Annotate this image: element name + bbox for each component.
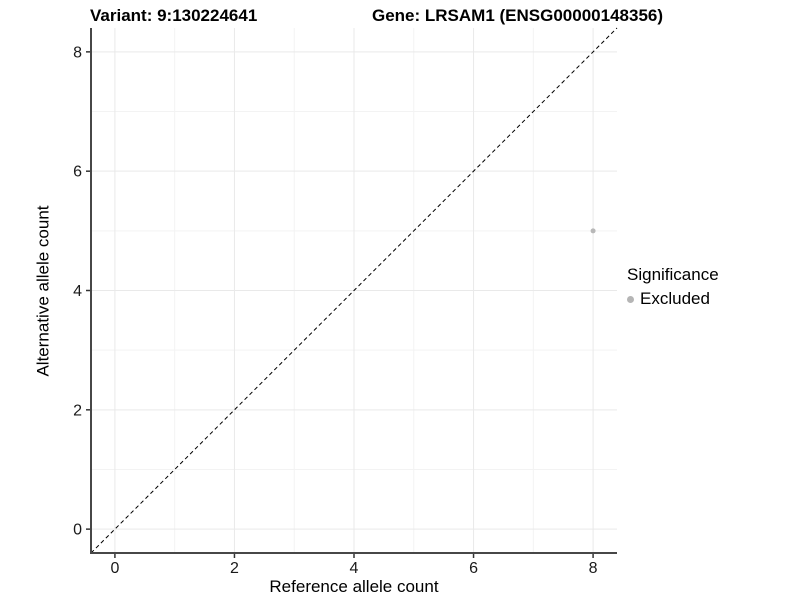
plot-title-gene: Gene: LRSAM1 (ENSG00000148356) [372, 6, 664, 25]
legend-key-dot-icon [627, 295, 634, 303]
x-tick-label: 0 [110, 560, 119, 577]
y-tick-label: 4 [73, 283, 82, 300]
legend-item: Excluded [627, 289, 719, 309]
x-axis-title: Reference allele count [269, 577, 439, 596]
legend: Significance Excluded [627, 265, 719, 309]
plot-title-variant: Variant: 9:130224641 [90, 6, 258, 25]
y-tick-label: 2 [73, 402, 82, 419]
legend-item-label: Excluded [640, 289, 710, 308]
data-point [590, 228, 596, 234]
x-tick-label: 4 [350, 560, 359, 577]
x-tick-label: 8 [589, 560, 598, 577]
legend-title: Significance [627, 265, 719, 284]
identity-dashed-line [90, 27, 618, 554]
x-tick-label: 2 [230, 560, 239, 577]
y-tick-label: 0 [73, 522, 82, 539]
y-tick-label: 8 [73, 44, 82, 61]
y-tick-label: 6 [73, 164, 82, 181]
y-axis-title: Alternative allele count [33, 205, 53, 377]
legend-items: Excluded [627, 289, 719, 309]
x-tick-label: 6 [469, 560, 478, 577]
